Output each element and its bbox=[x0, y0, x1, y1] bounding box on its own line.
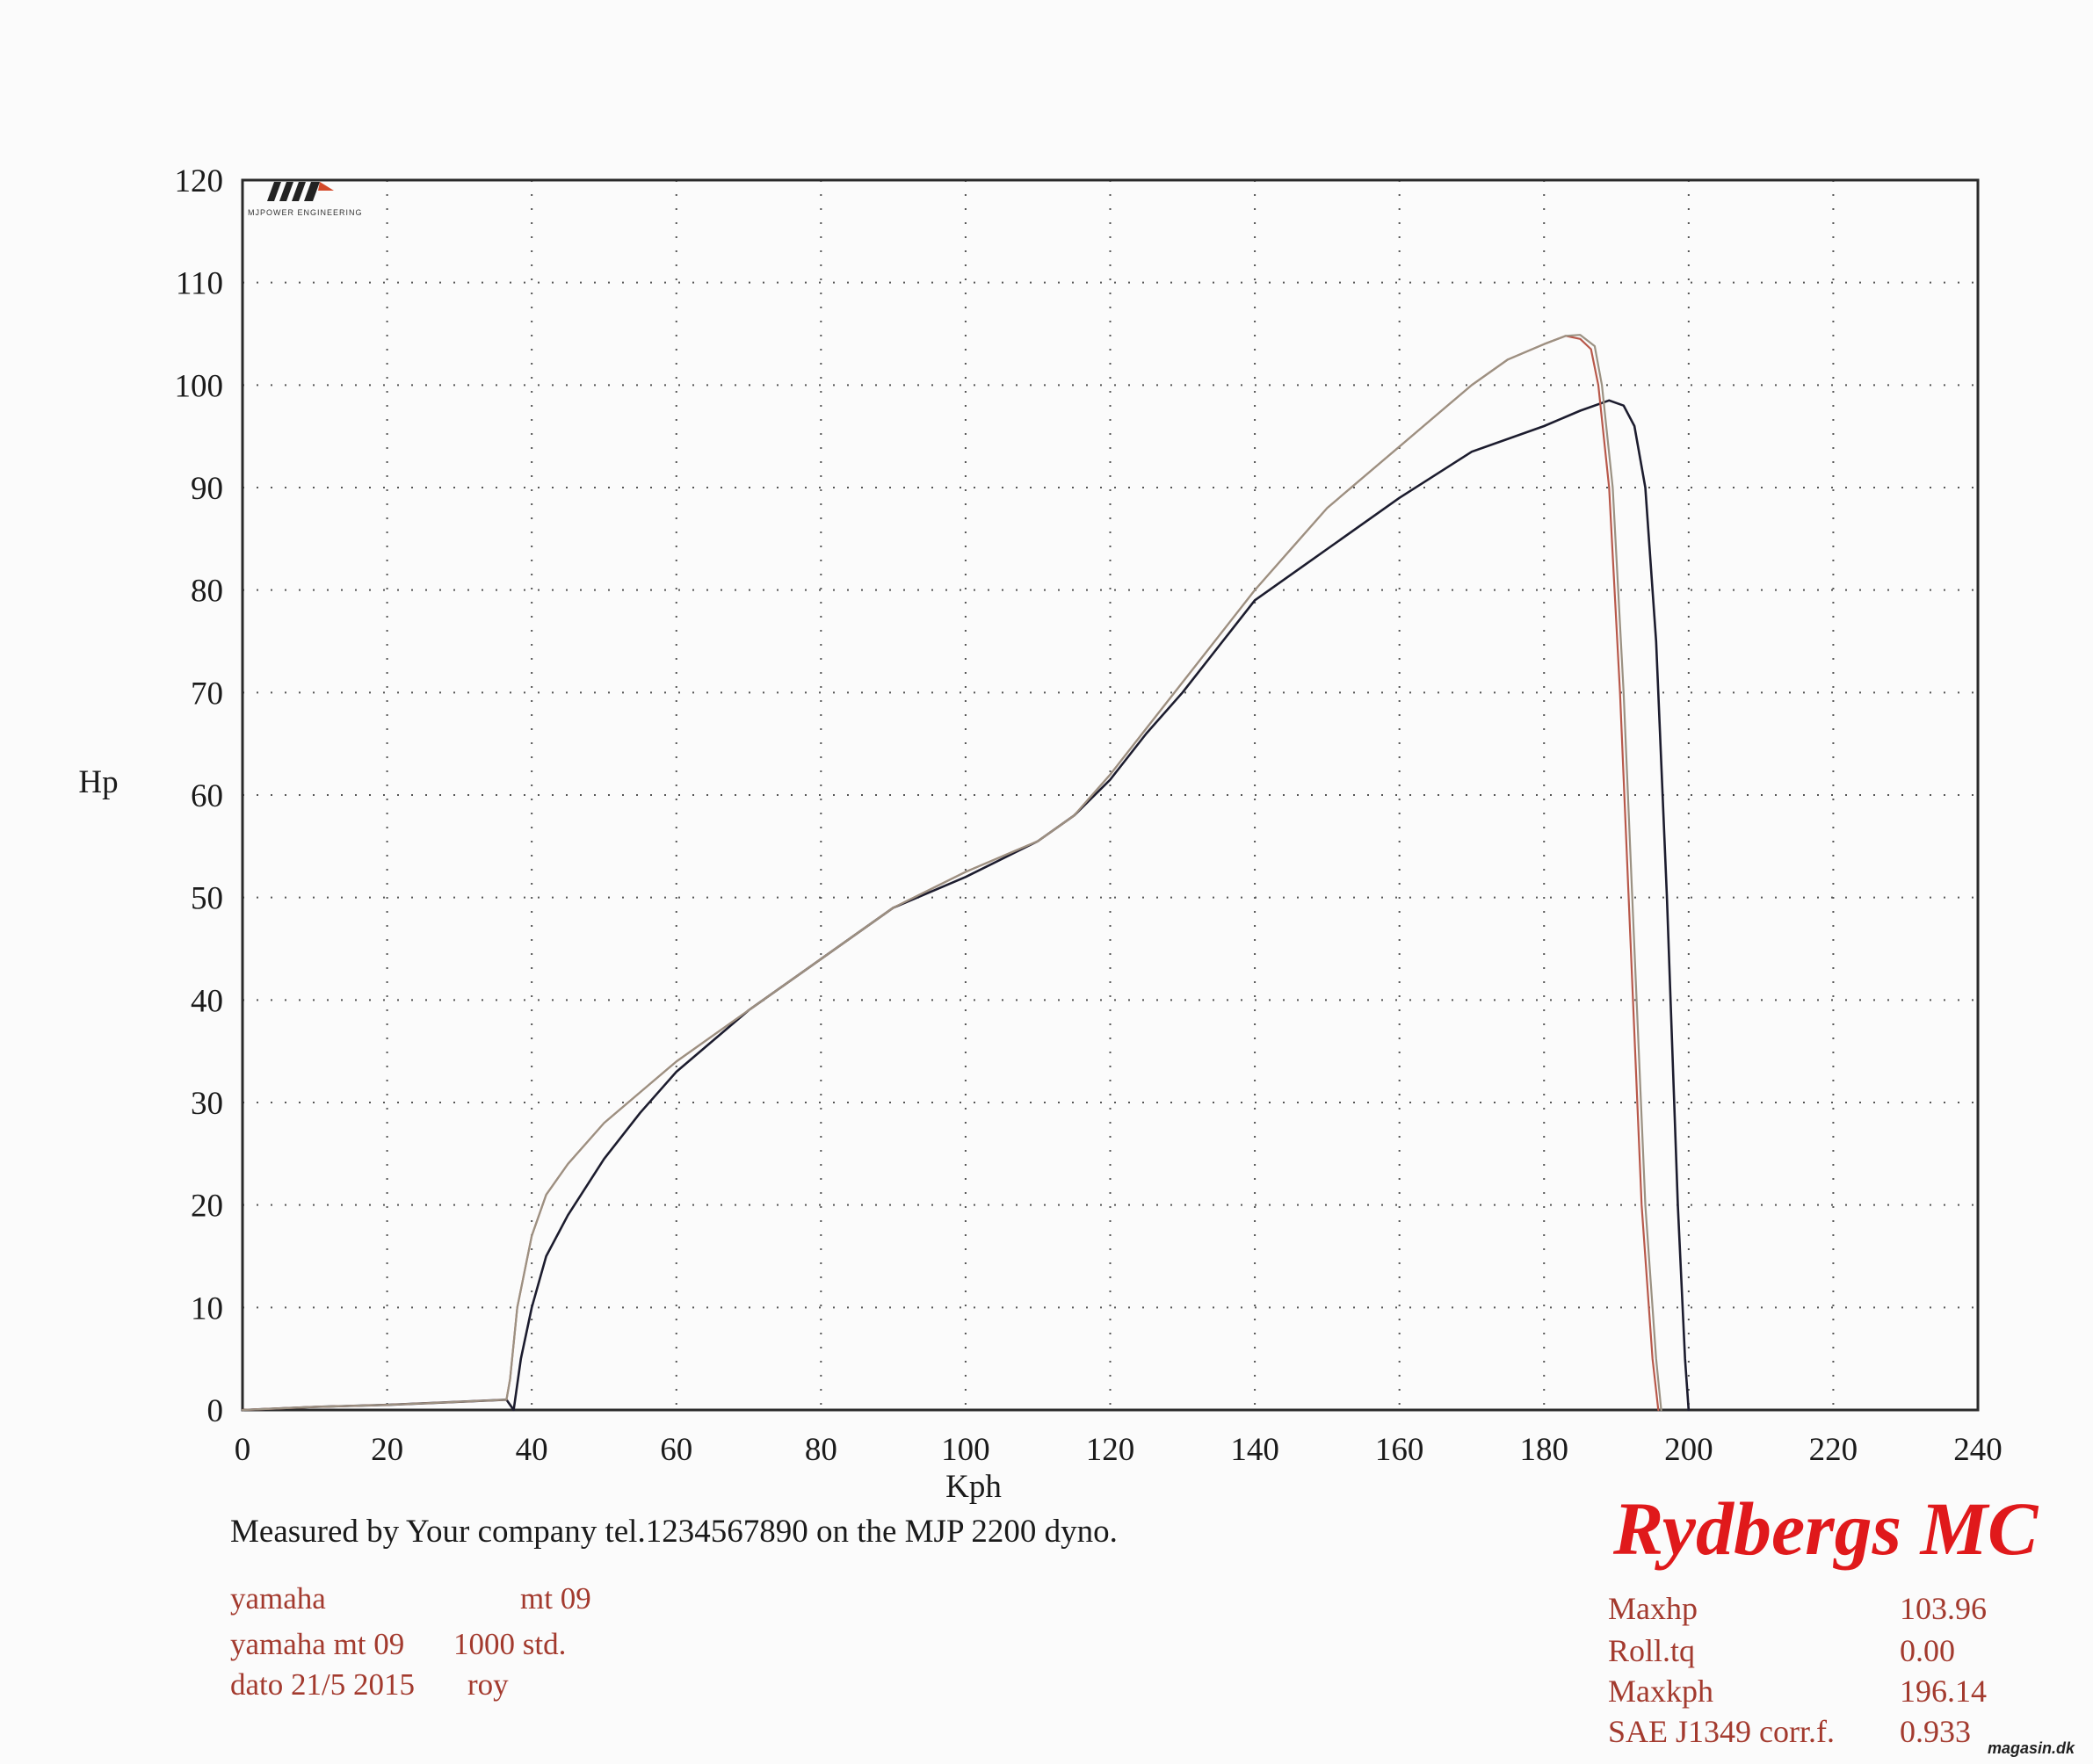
y-tick-label-6: 60 bbox=[191, 778, 223, 814]
y-tick-label-8: 80 bbox=[191, 574, 223, 610]
stat-label-maxkph: Maxkph bbox=[1608, 1674, 1713, 1709]
stat-value-sae: 0.933 bbox=[1900, 1714, 1971, 1749]
x-tick-label-5: 100 bbox=[941, 1432, 990, 1468]
y-tick-label-2: 20 bbox=[191, 1189, 223, 1225]
x-tick-label-11: 220 bbox=[1809, 1432, 1858, 1468]
stat-value-rolltq: 0.00 bbox=[1900, 1633, 1955, 1668]
y-tick-labels: 0 10 20 30 40 50 60 70 80 90 100 110 120 bbox=[175, 163, 224, 1429]
x-tick-label-8: 160 bbox=[1375, 1432, 1424, 1468]
y-tick-label-3: 30 bbox=[191, 1086, 223, 1122]
grid-lines bbox=[243, 180, 1978, 1410]
x-tick-label-2: 40 bbox=[516, 1432, 548, 1468]
y-tick-label-4: 40 bbox=[191, 983, 223, 1019]
x-tick-label-6: 120 bbox=[1086, 1432, 1135, 1468]
x-axis-label: Kph bbox=[945, 1469, 1002, 1505]
info-line-3b: roy bbox=[467, 1667, 509, 1702]
y-tick-label-1: 10 bbox=[191, 1290, 223, 1327]
stat-label-rolltq: Roll.tq bbox=[1608, 1633, 1696, 1668]
y-tick-label-7: 70 bbox=[191, 676, 223, 712]
info-line-2a: yamaha mt 09 bbox=[230, 1627, 405, 1661]
x-tick-label-10: 200 bbox=[1664, 1432, 1713, 1468]
y-tick-label-11: 110 bbox=[176, 266, 223, 302]
stat-value-maxkph: 196.14 bbox=[1900, 1674, 1987, 1709]
x-tick-label-3: 60 bbox=[660, 1432, 692, 1468]
stat-label-maxhp: Maxhp bbox=[1608, 1591, 1698, 1626]
y-tick-label-9: 90 bbox=[191, 471, 223, 507]
plot-frame bbox=[241, 178, 1980, 1412]
x-tick-labels: 0 20 40 60 80 100 120 140 160 180 200 220 240 bbox=[235, 1432, 2002, 1468]
x-tick-label-4: 80 bbox=[805, 1432, 837, 1468]
series-line-2 bbox=[241, 334, 1662, 1412]
watermark: magasin.dk bbox=[1988, 1739, 2075, 1757]
series-line-1 bbox=[241, 335, 1660, 1412]
x-tick-label-7: 140 bbox=[1230, 1432, 1279, 1468]
x-tick-label-12: 240 bbox=[1953, 1432, 2002, 1468]
logo-text: MJPOWER ENGINEERING bbox=[248, 208, 363, 217]
series-line-0 bbox=[241, 399, 1691, 1412]
y-tick-label-0: 0 bbox=[207, 1393, 224, 1429]
x-tick-label-0: 0 bbox=[235, 1432, 251, 1468]
y-axis-label: Hp bbox=[78, 764, 118, 800]
x-tick-label-1: 20 bbox=[371, 1432, 403, 1468]
mjpower-logo-icon bbox=[267, 182, 334, 201]
y-tick-label-10: 100 bbox=[175, 368, 224, 404]
info-line-3a: dato 21/5 2015 bbox=[230, 1667, 415, 1702]
info-line-1a: yamaha bbox=[230, 1581, 326, 1616]
info-line-2b: 1000 std. bbox=[453, 1627, 567, 1661]
stat-label-sae: SAE J1349 corr.f. bbox=[1608, 1714, 1835, 1749]
info-line-1b: mt 09 bbox=[520, 1581, 591, 1616]
mjpower-logo: MJPOWER ENGINEERING bbox=[248, 178, 380, 231]
y-tick-label-5: 50 bbox=[191, 881, 223, 917]
brand-title: Rydbergs MC bbox=[1613, 1486, 2039, 1571]
y-tick-label-12: 120 bbox=[175, 163, 224, 199]
x-tick-label-9: 180 bbox=[1520, 1432, 1569, 1468]
series-lines bbox=[241, 334, 1691, 1412]
measurement-caption: Measured by Your company tel.1234567890 … bbox=[230, 1514, 1118, 1550]
stat-value-maxhp: 103.96 bbox=[1900, 1591, 1987, 1626]
